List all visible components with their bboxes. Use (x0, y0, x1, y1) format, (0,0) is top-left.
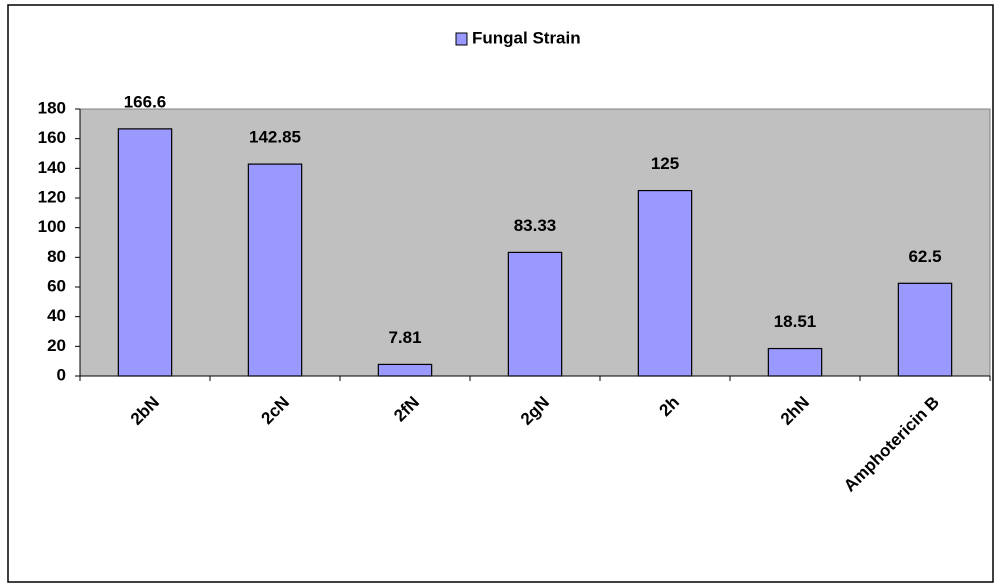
data-label: 83.33 (514, 216, 557, 235)
bar (507, 251, 563, 377)
bar (117, 128, 173, 377)
data-label: 18.51 (774, 312, 817, 331)
bar (247, 163, 303, 377)
bar (637, 189, 693, 377)
data-label: 7.81 (388, 328, 421, 347)
bar (767, 347, 823, 377)
data-label: 166.6 (124, 92, 167, 111)
bar (377, 363, 433, 377)
bar (897, 282, 953, 377)
legend: Fungal Strain (447, 21, 623, 57)
y-tick-label: 40 (47, 306, 66, 325)
y-tick-label: 120 (38, 187, 66, 206)
y-tick-label: 0 (57, 365, 66, 384)
y-tick-label: 80 (47, 247, 66, 266)
y-tick-label: 180 (38, 98, 66, 117)
y-tick-label: 100 (38, 217, 66, 236)
data-label: 62.5 (908, 247, 941, 266)
legend-swatch (455, 32, 468, 46)
data-label: 125 (651, 154, 679, 173)
y-tick-label: 160 (38, 128, 66, 147)
legend-label: Fungal Strain (472, 28, 581, 47)
data-label: 142.85 (249, 128, 301, 147)
y-tick-label: 140 (38, 158, 66, 177)
y-tick-label: 60 (47, 276, 66, 295)
y-tick-label: 20 (47, 336, 66, 355)
legend-box (447, 21, 623, 57)
